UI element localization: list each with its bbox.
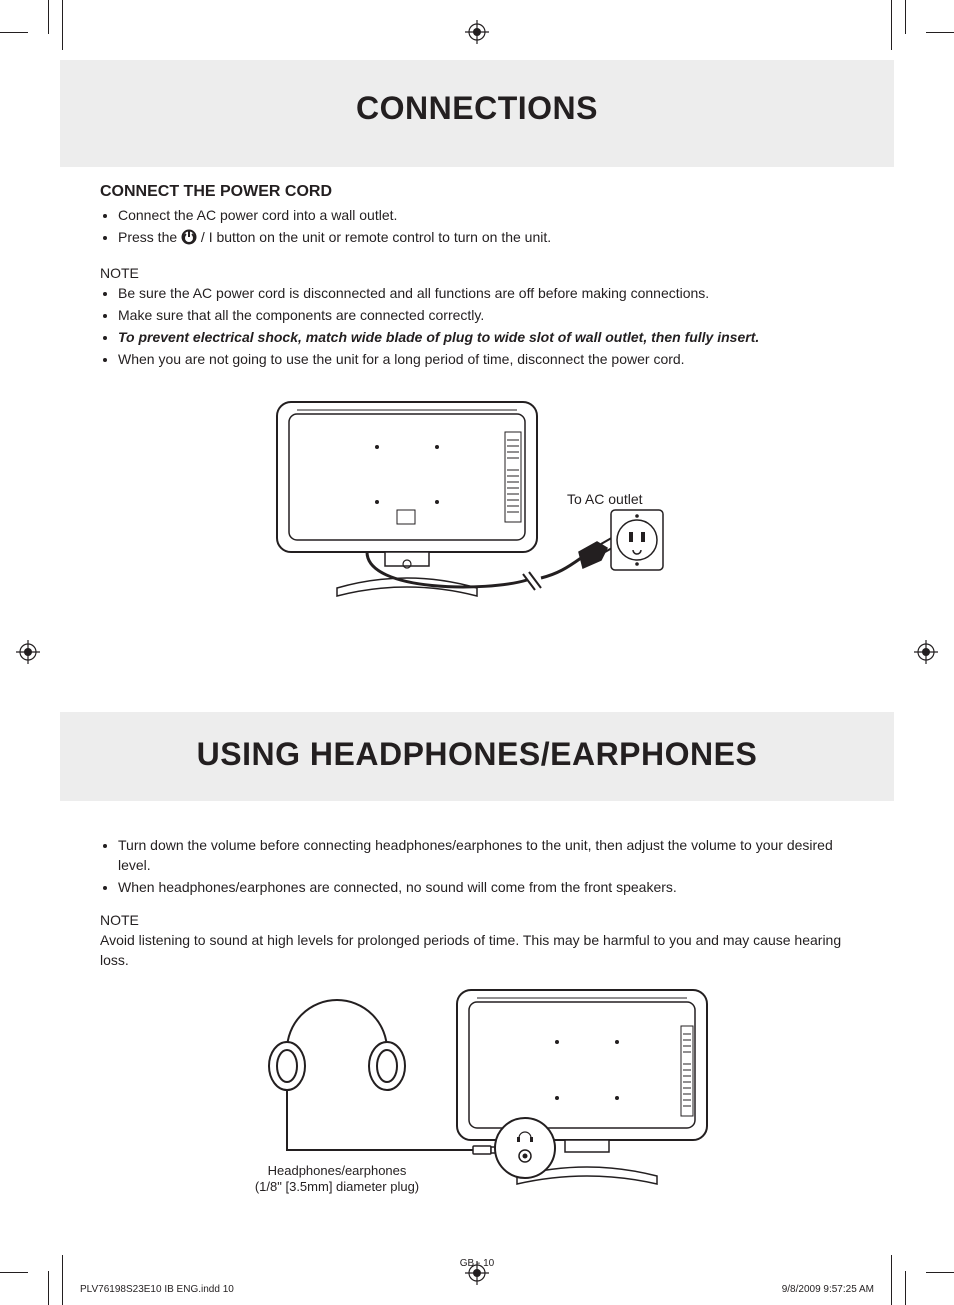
section-title-band: CONNECTIONS [60, 60, 894, 167]
imprint-timestamp: 9/8/2009 9:57:25 AM [782, 1284, 874, 1295]
crop-mark [926, 32, 954, 33]
manual-page: CONNECTIONS CONNECT THE POWER CORD Conne… [0, 0, 954, 1305]
section2-body: Turn down the volume before connecting h… [60, 801, 894, 1210]
bullet-text: Press the [118, 229, 177, 245]
crop-mark [905, 0, 906, 34]
crop-mark [48, 1271, 49, 1305]
registration-mark-icon [16, 640, 40, 664]
list-item: Press the / I button on the unit or remo… [118, 227, 854, 250]
bullet-text: Turn down the volume before connecting h… [118, 837, 833, 873]
list-item: Connect the AC power cord into a wall ou… [118, 205, 854, 225]
registration-mark-icon [465, 20, 489, 44]
page-number: GB - 10 [0, 1258, 954, 1269]
bullet-text: Make sure that all the components are co… [118, 307, 484, 323]
section-title: CONNECTIONS [60, 90, 894, 127]
registration-mark-icon [914, 640, 938, 664]
crop-mark [905, 1271, 906, 1305]
headphone-bullets: Turn down the volume before connecting h… [100, 835, 854, 898]
list-item: When headphones/earphones are connected,… [118, 877, 854, 897]
figure-headphone-connection: Headphones/earphones (1/8" [3.5mm] diame… [100, 980, 854, 1210]
section-title: USING HEADPHONES/EARPHONES [60, 736, 894, 773]
crop-mark [62, 0, 63, 50]
list-item: Make sure that all the components are co… [118, 305, 854, 325]
bullet-text-warning: To prevent electrical shock, match wide … [118, 329, 759, 345]
spacer [60, 622, 894, 712]
bullet-text: When headphones/earphones are connected,… [118, 879, 677, 895]
section-title-band: USING HEADPHONES/EARPHONES [60, 712, 894, 801]
note-label: NOTE [100, 265, 854, 281]
crop-mark [48, 0, 49, 34]
crop-mark [926, 1272, 954, 1273]
crop-mark [891, 0, 892, 50]
imprint-filename: PLV76198S23E10 IB ENG.indd 10 [80, 1284, 234, 1295]
note-bullets: Be sure the AC power cord is disconnecte… [100, 283, 854, 370]
figure-label: To AC outlet [567, 491, 643, 507]
crop-mark [0, 32, 28, 33]
crop-mark [0, 1272, 28, 1273]
bullet-text: When you are not going to use the unit f… [118, 351, 685, 367]
bullet-text-suffix: / I button on the unit or remote control… [201, 229, 551, 245]
power-icon [181, 229, 197, 250]
svg-text:(1/8" [3.5mm] diameter plug): (1/8" [3.5mm] diameter plug) [255, 1179, 419, 1194]
svg-text:Headphones/earphones: Headphones/earphones [268, 1163, 407, 1178]
note-label: NOTE [100, 912, 854, 928]
list-item: Turn down the volume before connecting h… [118, 835, 854, 876]
section1-body: CONNECT THE POWER CORD Connect the AC po… [60, 167, 894, 612]
subheading-connect-power: CONNECT THE POWER CORD [100, 183, 854, 201]
bullet-text: Be sure the AC power cord is disconnecte… [118, 285, 709, 301]
note-paragraph: Avoid listening to sound at high levels … [100, 930, 854, 971]
content-area: CONNECTIONS CONNECT THE POWER CORD Conne… [60, 60, 894, 1225]
list-item: To prevent electrical shock, match wide … [118, 327, 854, 347]
list-item: Be sure the AC power cord is disconnecte… [118, 283, 854, 303]
bullet-text: Connect the AC power cord into a wall ou… [118, 207, 397, 223]
power-cord-bullets: Connect the AC power cord into a wall ou… [100, 205, 854, 251]
list-item: When you are not going to use the unit f… [118, 349, 854, 369]
imprint-line: PLV76198S23E10 IB ENG.indd 10 9/8/2009 9… [80, 1284, 874, 1295]
figure-power-connection: To AC outlet [100, 392, 854, 612]
